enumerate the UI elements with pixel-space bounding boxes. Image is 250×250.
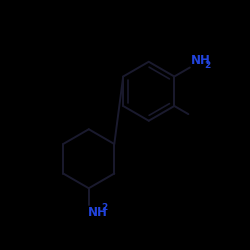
Text: NH: NH — [191, 54, 210, 67]
Text: NH: NH — [88, 206, 108, 219]
Text: 2: 2 — [101, 202, 107, 211]
Text: 2: 2 — [204, 61, 210, 70]
